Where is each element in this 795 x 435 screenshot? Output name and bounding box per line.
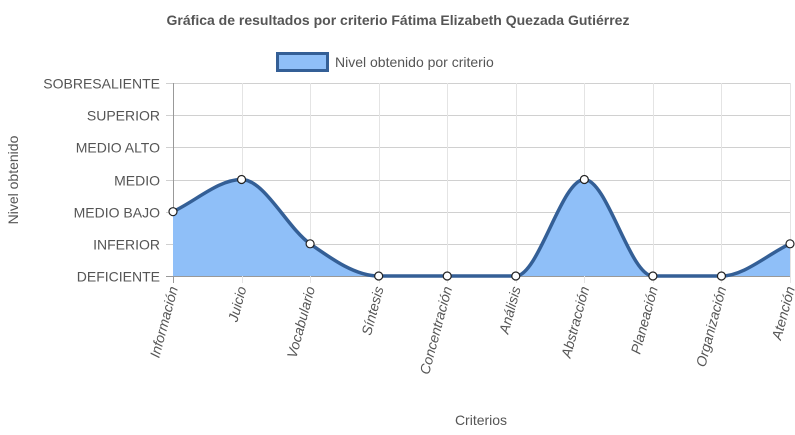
- data-point[interactable]: [785, 239, 795, 249]
- x-tick-label: Síntesis: [358, 285, 386, 337]
- legend-swatch: [276, 52, 329, 72]
- legend-label: Nivel obtenido por criterio: [335, 54, 494, 70]
- data-point[interactable]: [442, 271, 452, 281]
- y-tick-label: INFERIOR: [93, 237, 160, 253]
- series-line: [171, 177, 792, 278]
- x-axis-label: Criterios: [455, 412, 507, 428]
- y-tick-label: SOBRESALIENTE: [43, 76, 160, 92]
- y-tick-label: SUPERIOR: [87, 108, 160, 124]
- data-point[interactable]: [305, 239, 315, 249]
- series-area: [173, 179, 790, 276]
- data-point[interactable]: [648, 271, 658, 281]
- chart-title: Gráfica de resultados por criterio Fátim…: [167, 12, 630, 28]
- x-tick-label: Vocabulario: [284, 284, 319, 359]
- x-tick-label: Organización: [693, 284, 730, 368]
- y-tick-label: MEDIO: [114, 173, 160, 189]
- x-tick-label: Información: [147, 284, 181, 359]
- x-tick-label: Análisis: [495, 285, 523, 337]
- data-point[interactable]: [511, 271, 521, 281]
- y-tick-label: MEDIO BAJO: [74, 205, 160, 221]
- data-point[interactable]: [579, 174, 589, 185]
- y-tick-label: DEFICIENTE: [77, 269, 160, 285]
- data-point[interactable]: [168, 207, 178, 217]
- x-tick-label: Atención: [768, 284, 795, 342]
- y-axis-label: Nivel obtenido: [5, 135, 21, 224]
- x-tick-labels: Información Juicio Vocabulario Síntesis Conc…: [147, 284, 795, 376]
- x-tick-label: Planeación: [627, 284, 660, 355]
- x-tick-label: Juicio: [224, 284, 249, 324]
- plot-area: [171, 177, 792, 278]
- data-point[interactable]: [716, 271, 727, 281]
- legend[interactable]: Nivel obtenido por criterio: [276, 52, 494, 72]
- data-points: [168, 174, 795, 281]
- data-point[interactable]: [374, 271, 384, 281]
- y-tick-label: MEDIO ALTO: [76, 140, 160, 156]
- data-point[interactable]: [236, 174, 247, 185]
- x-tick-label: Abstracción: [558, 284, 593, 360]
- y-tick-labels: DEFICIENTE INFERIOR MEDIO BAJO MEDIO MEDIO A…: [43, 76, 160, 285]
- x-tick-label: Concentración: [416, 284, 455, 376]
